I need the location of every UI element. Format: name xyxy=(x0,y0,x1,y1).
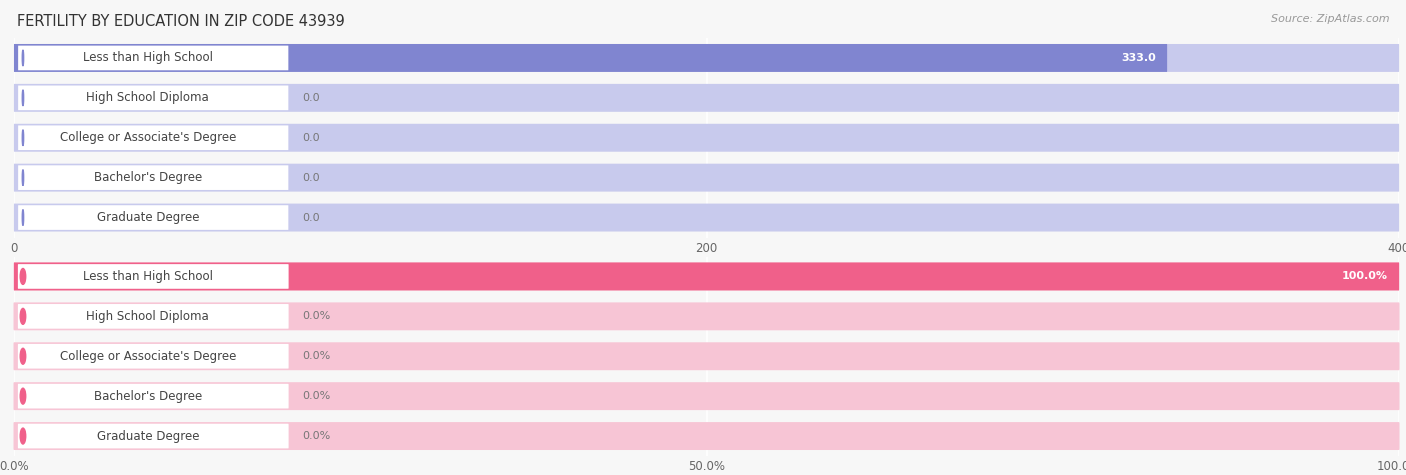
Text: 0.0: 0.0 xyxy=(302,212,319,223)
FancyBboxPatch shape xyxy=(18,125,288,150)
Text: 0.0: 0.0 xyxy=(302,93,319,103)
Text: Less than High School: Less than High School xyxy=(83,270,212,283)
FancyBboxPatch shape xyxy=(14,263,1399,290)
FancyBboxPatch shape xyxy=(14,204,1399,231)
FancyBboxPatch shape xyxy=(18,86,288,110)
Circle shape xyxy=(20,348,25,364)
FancyBboxPatch shape xyxy=(14,263,1399,290)
Text: 333.0: 333.0 xyxy=(1121,53,1156,63)
FancyBboxPatch shape xyxy=(14,303,1399,330)
Text: Less than High School: Less than High School xyxy=(83,51,212,65)
Text: 0.0: 0.0 xyxy=(302,172,319,183)
Text: Source: ZipAtlas.com: Source: ZipAtlas.com xyxy=(1271,14,1389,24)
Text: Bachelor's Degree: Bachelor's Degree xyxy=(94,390,202,403)
FancyBboxPatch shape xyxy=(18,264,288,289)
FancyBboxPatch shape xyxy=(14,124,1399,152)
FancyBboxPatch shape xyxy=(18,344,288,369)
Text: 0.0%: 0.0% xyxy=(302,391,330,401)
FancyBboxPatch shape xyxy=(14,382,1399,410)
Circle shape xyxy=(20,268,25,285)
Text: College or Associate's Degree: College or Associate's Degree xyxy=(59,131,236,144)
FancyBboxPatch shape xyxy=(18,165,288,190)
Text: Graduate Degree: Graduate Degree xyxy=(97,429,200,443)
FancyBboxPatch shape xyxy=(14,164,1399,191)
Text: 100.0%: 100.0% xyxy=(1341,271,1388,282)
Text: Bachelor's Degree: Bachelor's Degree xyxy=(94,171,202,184)
Circle shape xyxy=(20,428,25,444)
FancyBboxPatch shape xyxy=(18,205,288,230)
Text: High School Diploma: High School Diploma xyxy=(86,310,209,323)
Text: 0.0%: 0.0% xyxy=(302,351,330,361)
FancyBboxPatch shape xyxy=(14,44,1167,72)
FancyBboxPatch shape xyxy=(14,44,1399,72)
Text: 0.0%: 0.0% xyxy=(302,311,330,322)
Circle shape xyxy=(20,308,25,324)
FancyBboxPatch shape xyxy=(18,304,288,329)
Text: 0.0%: 0.0% xyxy=(302,431,330,441)
Text: Graduate Degree: Graduate Degree xyxy=(97,211,200,224)
Text: College or Associate's Degree: College or Associate's Degree xyxy=(59,350,236,363)
Text: 0.0: 0.0 xyxy=(302,133,319,143)
FancyBboxPatch shape xyxy=(18,384,288,408)
FancyBboxPatch shape xyxy=(18,424,288,448)
FancyBboxPatch shape xyxy=(18,46,288,70)
Text: FERTILITY BY EDUCATION IN ZIP CODE 43939: FERTILITY BY EDUCATION IN ZIP CODE 43939 xyxy=(17,14,344,29)
Circle shape xyxy=(20,388,25,404)
Text: High School Diploma: High School Diploma xyxy=(86,91,209,104)
FancyBboxPatch shape xyxy=(14,422,1399,450)
FancyBboxPatch shape xyxy=(14,84,1399,112)
FancyBboxPatch shape xyxy=(14,342,1399,370)
